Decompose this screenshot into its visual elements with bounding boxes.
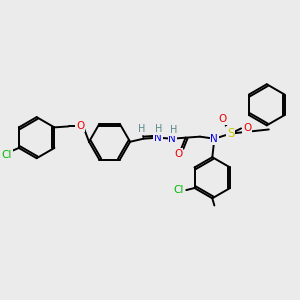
- Text: H: H: [169, 125, 177, 136]
- Text: O: O: [174, 149, 182, 159]
- Text: Cl: Cl: [173, 185, 183, 195]
- Text: O: O: [76, 122, 84, 131]
- Text: N: N: [154, 133, 162, 143]
- Text: S: S: [227, 127, 235, 140]
- Text: H: H: [155, 124, 163, 134]
- Text: N: N: [211, 134, 218, 144]
- Text: N: N: [168, 134, 176, 144]
- Text: O: O: [243, 123, 251, 134]
- Text: Cl: Cl: [1, 150, 12, 160]
- Text: O: O: [218, 114, 227, 124]
- Text: H: H: [138, 124, 145, 134]
